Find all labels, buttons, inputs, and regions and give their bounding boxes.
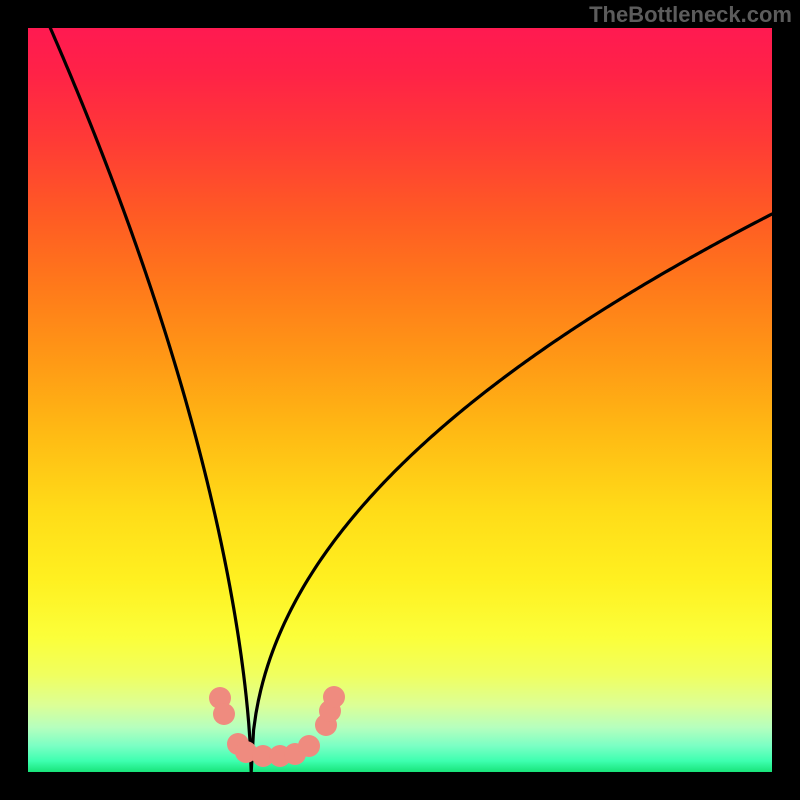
- attribution-text: TheBottleneck.com: [589, 2, 792, 28]
- curve-layer: [28, 28, 772, 772]
- data-marker: [323, 686, 345, 708]
- data-marker: [213, 703, 235, 725]
- plot-area: [28, 28, 772, 772]
- figure-root: TheBottleneck.com: [0, 0, 800, 800]
- bottleneck-curve: [50, 28, 772, 772]
- data-marker: [298, 735, 320, 757]
